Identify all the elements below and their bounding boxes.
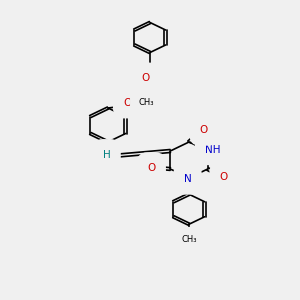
- Text: O: O: [147, 163, 155, 173]
- Text: CH₃: CH₃: [138, 98, 154, 107]
- Text: NH: NH: [206, 145, 221, 155]
- Text: O: O: [141, 73, 150, 83]
- Text: H: H: [103, 149, 110, 160]
- Text: N: N: [184, 174, 191, 184]
- Text: O: O: [123, 98, 132, 108]
- Text: O: O: [200, 125, 208, 135]
- Text: CH₃: CH₃: [181, 235, 197, 244]
- Text: O: O: [220, 172, 228, 182]
